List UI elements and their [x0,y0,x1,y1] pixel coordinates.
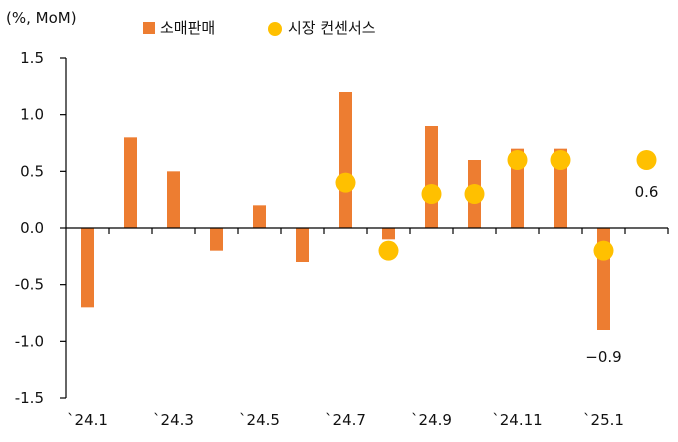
consensus-dot [335,172,356,193]
x-tick-label: `24.5 [239,411,280,429]
y-tick-label: -1.0 [15,332,44,350]
bar-series [81,92,610,330]
data-label: −0.9 [585,348,621,366]
data-label: 0.6 [635,183,659,201]
y-axis: 1.5 1.0 0.5 0.0 -0.5 -1.0 -1.5 [15,49,67,407]
y-tick-label: 1.0 [20,106,44,124]
retail-sales-bar [296,228,309,262]
consensus-dot [636,150,657,170]
legend-bar-swatch [143,22,155,34]
data-labels: −0.9 0.6 [585,183,658,366]
retail-sales-bar [167,171,180,228]
consensus-series [335,150,657,261]
legend: 소매판매 시장 컨센서스 [143,19,376,37]
y-tick-label: 0.5 [20,162,44,180]
consensus-dot [378,240,399,261]
y-unit-label: (%, MoM) [6,9,77,27]
legend-bar-label: 소매판매 [160,19,215,37]
retail-sales-bar [124,137,137,228]
retail-sales-bar [81,228,94,308]
x-tick-label: `24.3 [153,411,194,429]
y-tick-label: 0.0 [20,219,44,237]
retail-sales-bar [253,205,266,228]
consensus-dot [464,184,485,204]
x-tick-label: `24.1 [67,411,108,429]
retail-sales-bar [382,228,395,240]
x-axis: `24.1 `24.3 `24.5 `24.7 `24.9 `24.11 `25.1 [66,227,669,429]
retail-sales-bar [210,228,223,251]
legend-dot-label: 시장 컨센서스 [288,19,376,37]
consensus-dot [421,184,442,204]
legend-dot-swatch [268,22,282,36]
y-tick-label: 1.5 [20,49,44,67]
x-tick-label: `24.11 [492,411,542,429]
x-tick-label: `24.9 [411,411,452,429]
consensus-dot [550,150,571,170]
retail-sales-bar [339,92,352,228]
y-tick-label: -1.5 [15,389,44,407]
consensus-dot [507,150,528,170]
x-tick-label: `25.1 [583,411,624,429]
x-tick-label: `24.7 [325,411,366,429]
retail-sales-bar [425,126,438,228]
consensus-dot [593,240,614,261]
y-tick-label: -0.5 [15,276,44,294]
